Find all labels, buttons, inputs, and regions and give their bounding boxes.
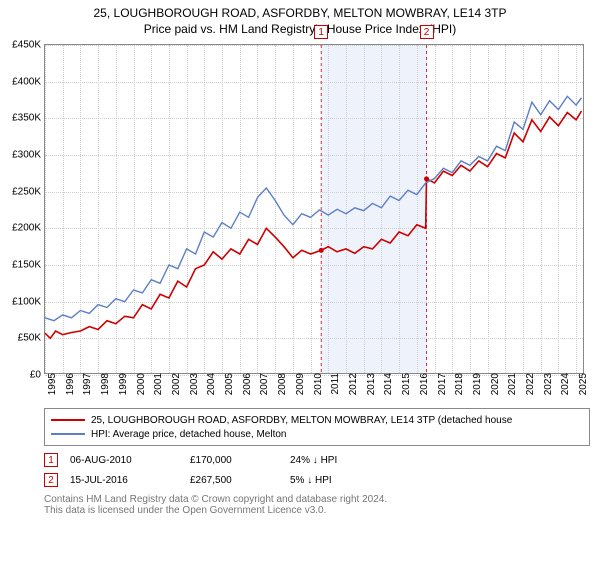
footer-line-2: This data is licensed under the Open Gov… xyxy=(44,505,590,516)
sale-marker: 1 xyxy=(44,453,58,467)
y-tick-label: £100K xyxy=(12,296,45,307)
chart-title-block: 25, LOUGHBOROUGH ROAD, ASFORDBY, MELTON … xyxy=(0,6,600,36)
title-line-2: Price paid vs. HM Land Registry's House … xyxy=(0,22,600,36)
sale-delta: 5% ↓ HPI xyxy=(290,475,410,486)
x-tick-label: 2007 xyxy=(257,373,270,395)
x-tick-label: 2009 xyxy=(293,373,306,395)
x-tick-label: 1998 xyxy=(98,373,111,395)
x-tick-label: 2019 xyxy=(470,373,483,395)
x-tick-label: 2023 xyxy=(541,373,554,395)
x-tick-label: 2003 xyxy=(187,373,200,395)
footer: Contains HM Land Registry data © Crown c… xyxy=(44,494,590,516)
x-tick-label: 2022 xyxy=(523,373,536,395)
x-tick-label: 2002 xyxy=(169,373,182,395)
sale-delta: 24% ↓ HPI xyxy=(290,455,410,466)
sales-table: 1 06-AUG-2010£170,00024% ↓ HPI 2 15-JUL-201… xyxy=(44,450,590,490)
x-tick-label: 1995 xyxy=(45,373,58,395)
x-tick-label: 2015 xyxy=(399,373,412,395)
legend-item: HPI: Average price, detached house, Melt… xyxy=(51,427,583,441)
y-tick-label: £350K xyxy=(12,113,45,124)
legend-label: 25, LOUGHBOROUGH ROAD, ASFORDBY, MELTON … xyxy=(91,415,512,426)
series-line-property xyxy=(45,111,582,338)
y-tick-label: £400K xyxy=(12,76,45,87)
plot-area: £0£50K£100K£150K£200K£250K£300K£350K£400… xyxy=(44,44,584,374)
sale-date: 15-JUL-2016 xyxy=(70,475,190,486)
x-tick-label: 2021 xyxy=(505,373,518,395)
sale-price: £170,000 xyxy=(190,455,290,466)
x-tick-label: 2024 xyxy=(558,373,571,395)
sale-date: 06-AUG-2010 xyxy=(70,455,190,466)
chart-container: £0£50K£100K£150K£200K£250K£300K£350K£400… xyxy=(44,44,600,374)
sale-price: £267,500 xyxy=(190,475,290,486)
x-tick-label: 2006 xyxy=(240,373,253,395)
x-tick-label: 2000 xyxy=(134,373,147,395)
y-tick-label: £200K xyxy=(12,223,45,234)
x-tick-label: 1997 xyxy=(80,373,93,395)
y-tick-label: £150K xyxy=(12,260,45,271)
y-tick-label: £300K xyxy=(12,150,45,161)
footer-line-1: Contains HM Land Registry data © Crown c… xyxy=(44,494,590,505)
x-tick-label: 2010 xyxy=(311,373,324,395)
x-tick-label: 2014 xyxy=(381,373,394,395)
y-tick-label: £50K xyxy=(18,333,45,344)
series-line-hpi xyxy=(45,96,582,320)
legend-swatch xyxy=(51,433,85,435)
x-tick-label: 2005 xyxy=(222,373,235,395)
x-tick-label: 2020 xyxy=(488,373,501,395)
title-line-1: 25, LOUGHBOROUGH ROAD, ASFORDBY, MELTON … xyxy=(0,6,600,20)
sale-row: 1 06-AUG-2010£170,00024% ↓ HPI xyxy=(44,450,590,470)
x-tick-label: 2017 xyxy=(435,373,448,395)
sale-marker: 2 xyxy=(44,473,58,487)
x-tick-label: 2004 xyxy=(204,373,217,395)
legend-swatch xyxy=(51,419,85,421)
y-tick-label: £450K xyxy=(12,40,45,51)
x-tick-label: 2012 xyxy=(346,373,359,395)
x-tick-label: 1996 xyxy=(63,373,76,395)
callout-marker: 1 xyxy=(314,25,328,39)
legend-label: HPI: Average price, detached house, Melt… xyxy=(91,429,287,440)
x-tick-label: 1999 xyxy=(116,373,129,395)
callout-marker: 2 xyxy=(420,25,434,39)
chart-svg xyxy=(45,45,585,375)
sale-row: 2 15-JUL-2016£267,5005% ↓ HPI xyxy=(44,470,590,490)
y-tick-label: £0 xyxy=(30,370,45,381)
x-tick-label: 2008 xyxy=(275,373,288,395)
legend: 25, LOUGHBOROUGH ROAD, ASFORDBY, MELTON … xyxy=(44,408,590,446)
legend-item: 25, LOUGHBOROUGH ROAD, ASFORDBY, MELTON … xyxy=(51,413,583,427)
x-tick-label: 2011 xyxy=(328,373,341,395)
x-tick-label: 2013 xyxy=(364,373,377,395)
x-tick-label: 2025 xyxy=(576,373,589,395)
x-tick-label: 2016 xyxy=(417,373,430,395)
x-tick-label: 2001 xyxy=(151,373,164,395)
y-tick-label: £250K xyxy=(12,186,45,197)
x-tick-label: 2018 xyxy=(452,373,465,395)
